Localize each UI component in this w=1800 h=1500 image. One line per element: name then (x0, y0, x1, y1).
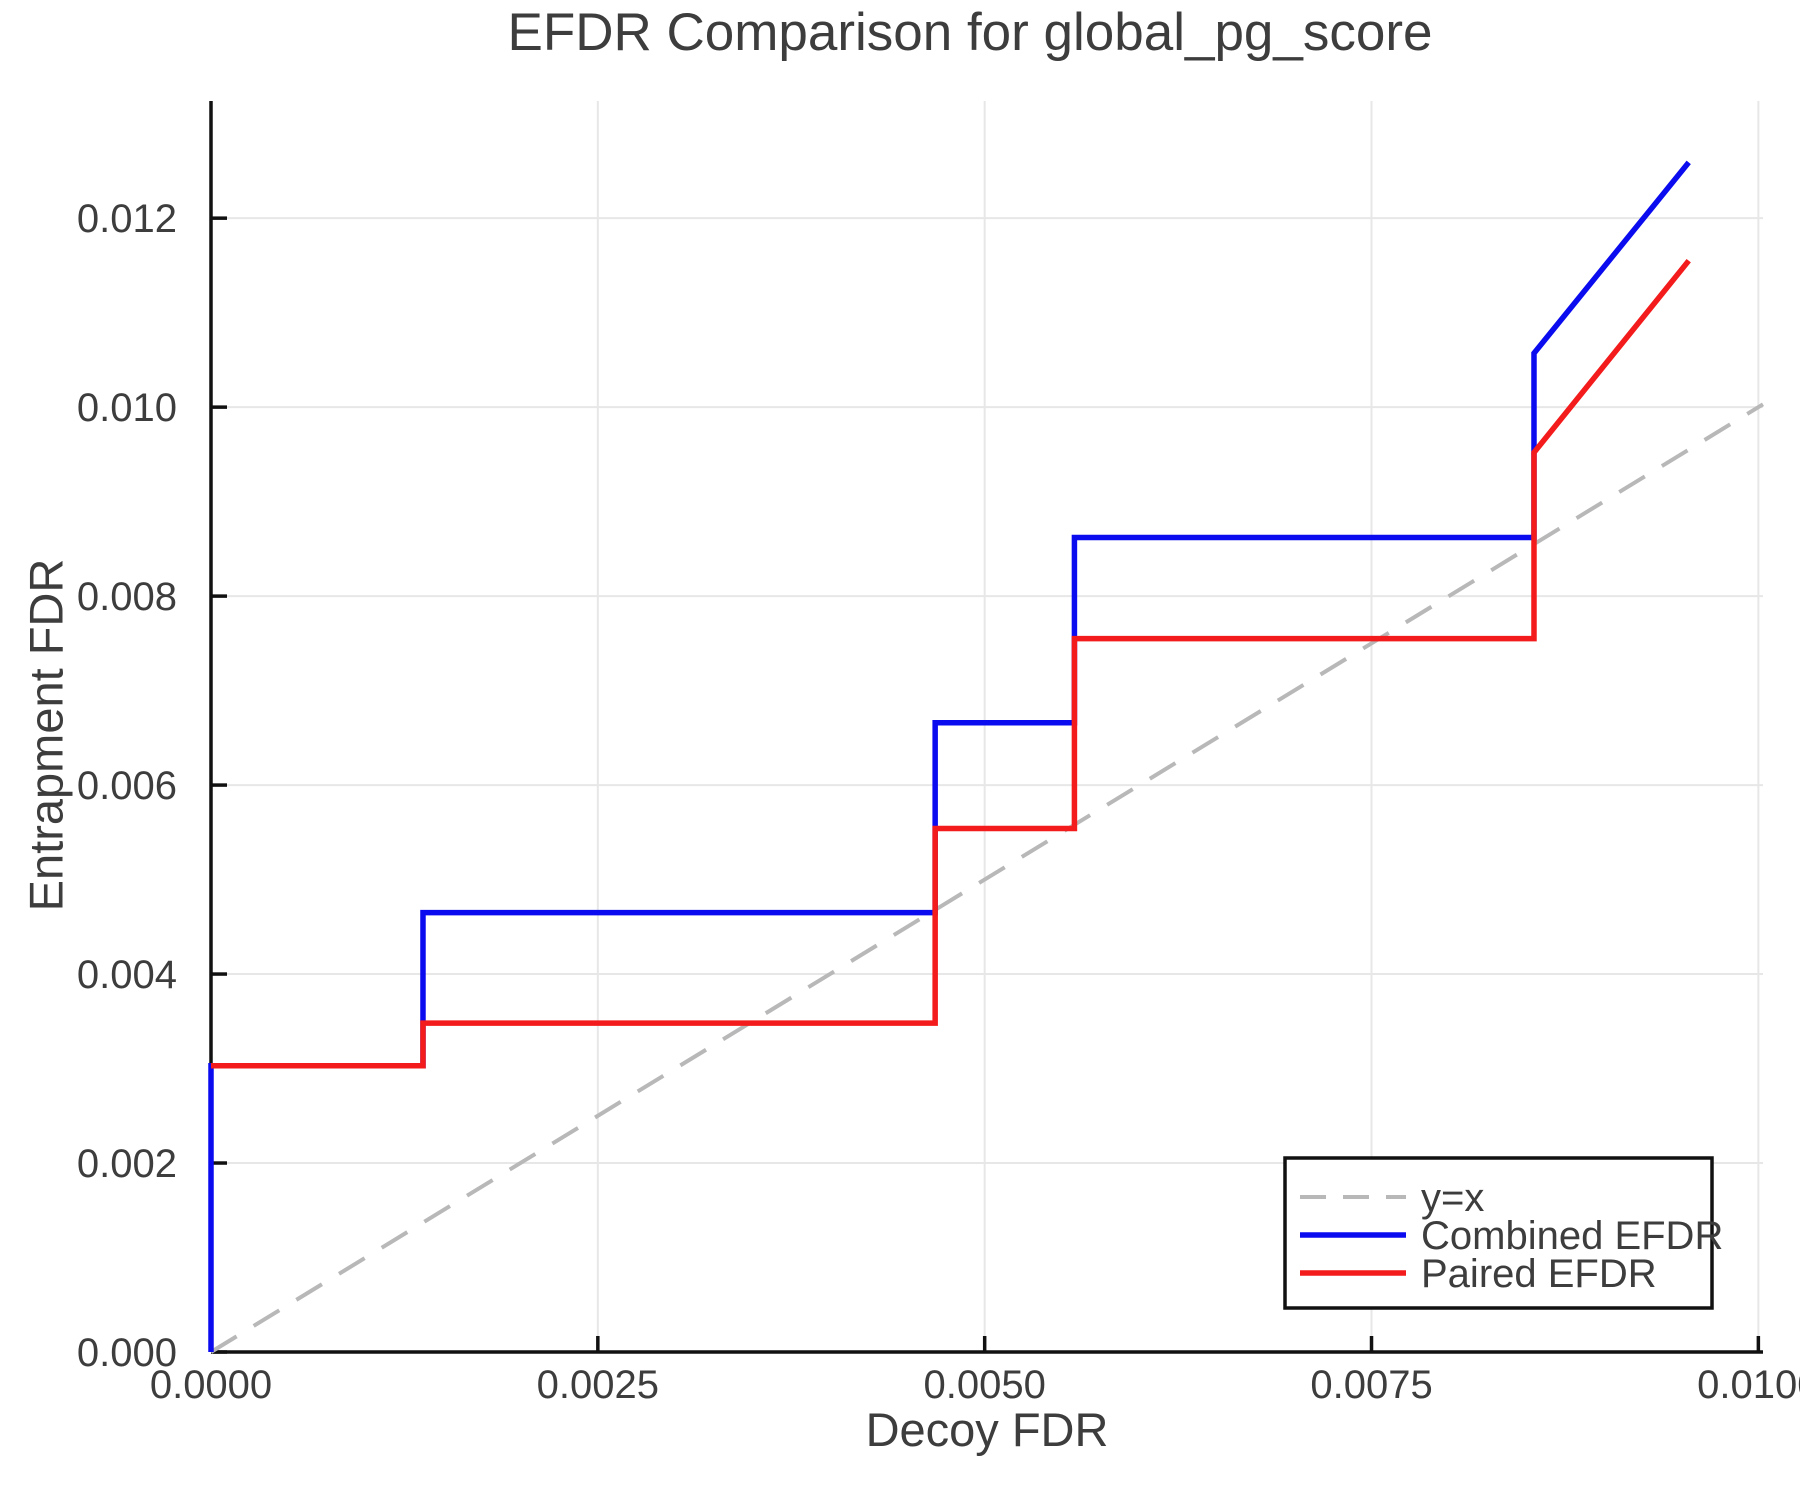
y-tick-label: 0.006 (77, 764, 177, 808)
x-tick-label: 0.0050 (924, 1363, 1046, 1407)
series-line-paired-efdr (211, 258, 1691, 1069)
legend-entry-label: Combined EFDR (1421, 1214, 1723, 1258)
y-tick-label: 0.002 (77, 1142, 177, 1186)
legend-entry-label: y=x (1421, 1176, 1484, 1220)
series-line-y-x (209, 402, 1765, 1354)
y-tick-label: 0.010 (77, 386, 177, 430)
x-tick-label: 0.0025 (537, 1363, 659, 1407)
x-tick-label: 0.0075 (1310, 1363, 1432, 1407)
y-tick-label: 0.012 (77, 197, 177, 241)
y-tick-label: 0.000 (77, 1331, 177, 1375)
chart-title: EFDR Comparison for global_pg_score (507, 3, 1433, 62)
x-axis-label: Decoy FDR (865, 1403, 1109, 1456)
y-tick-label: 0.008 (77, 575, 177, 619)
y-axis-label: Entrapment FDR (19, 558, 73, 912)
legend-entry-label: Paired EFDR (1421, 1252, 1657, 1296)
y-tick-label: 0.004 (77, 953, 177, 997)
x-tick-label: 0.0000 (150, 1363, 272, 1407)
